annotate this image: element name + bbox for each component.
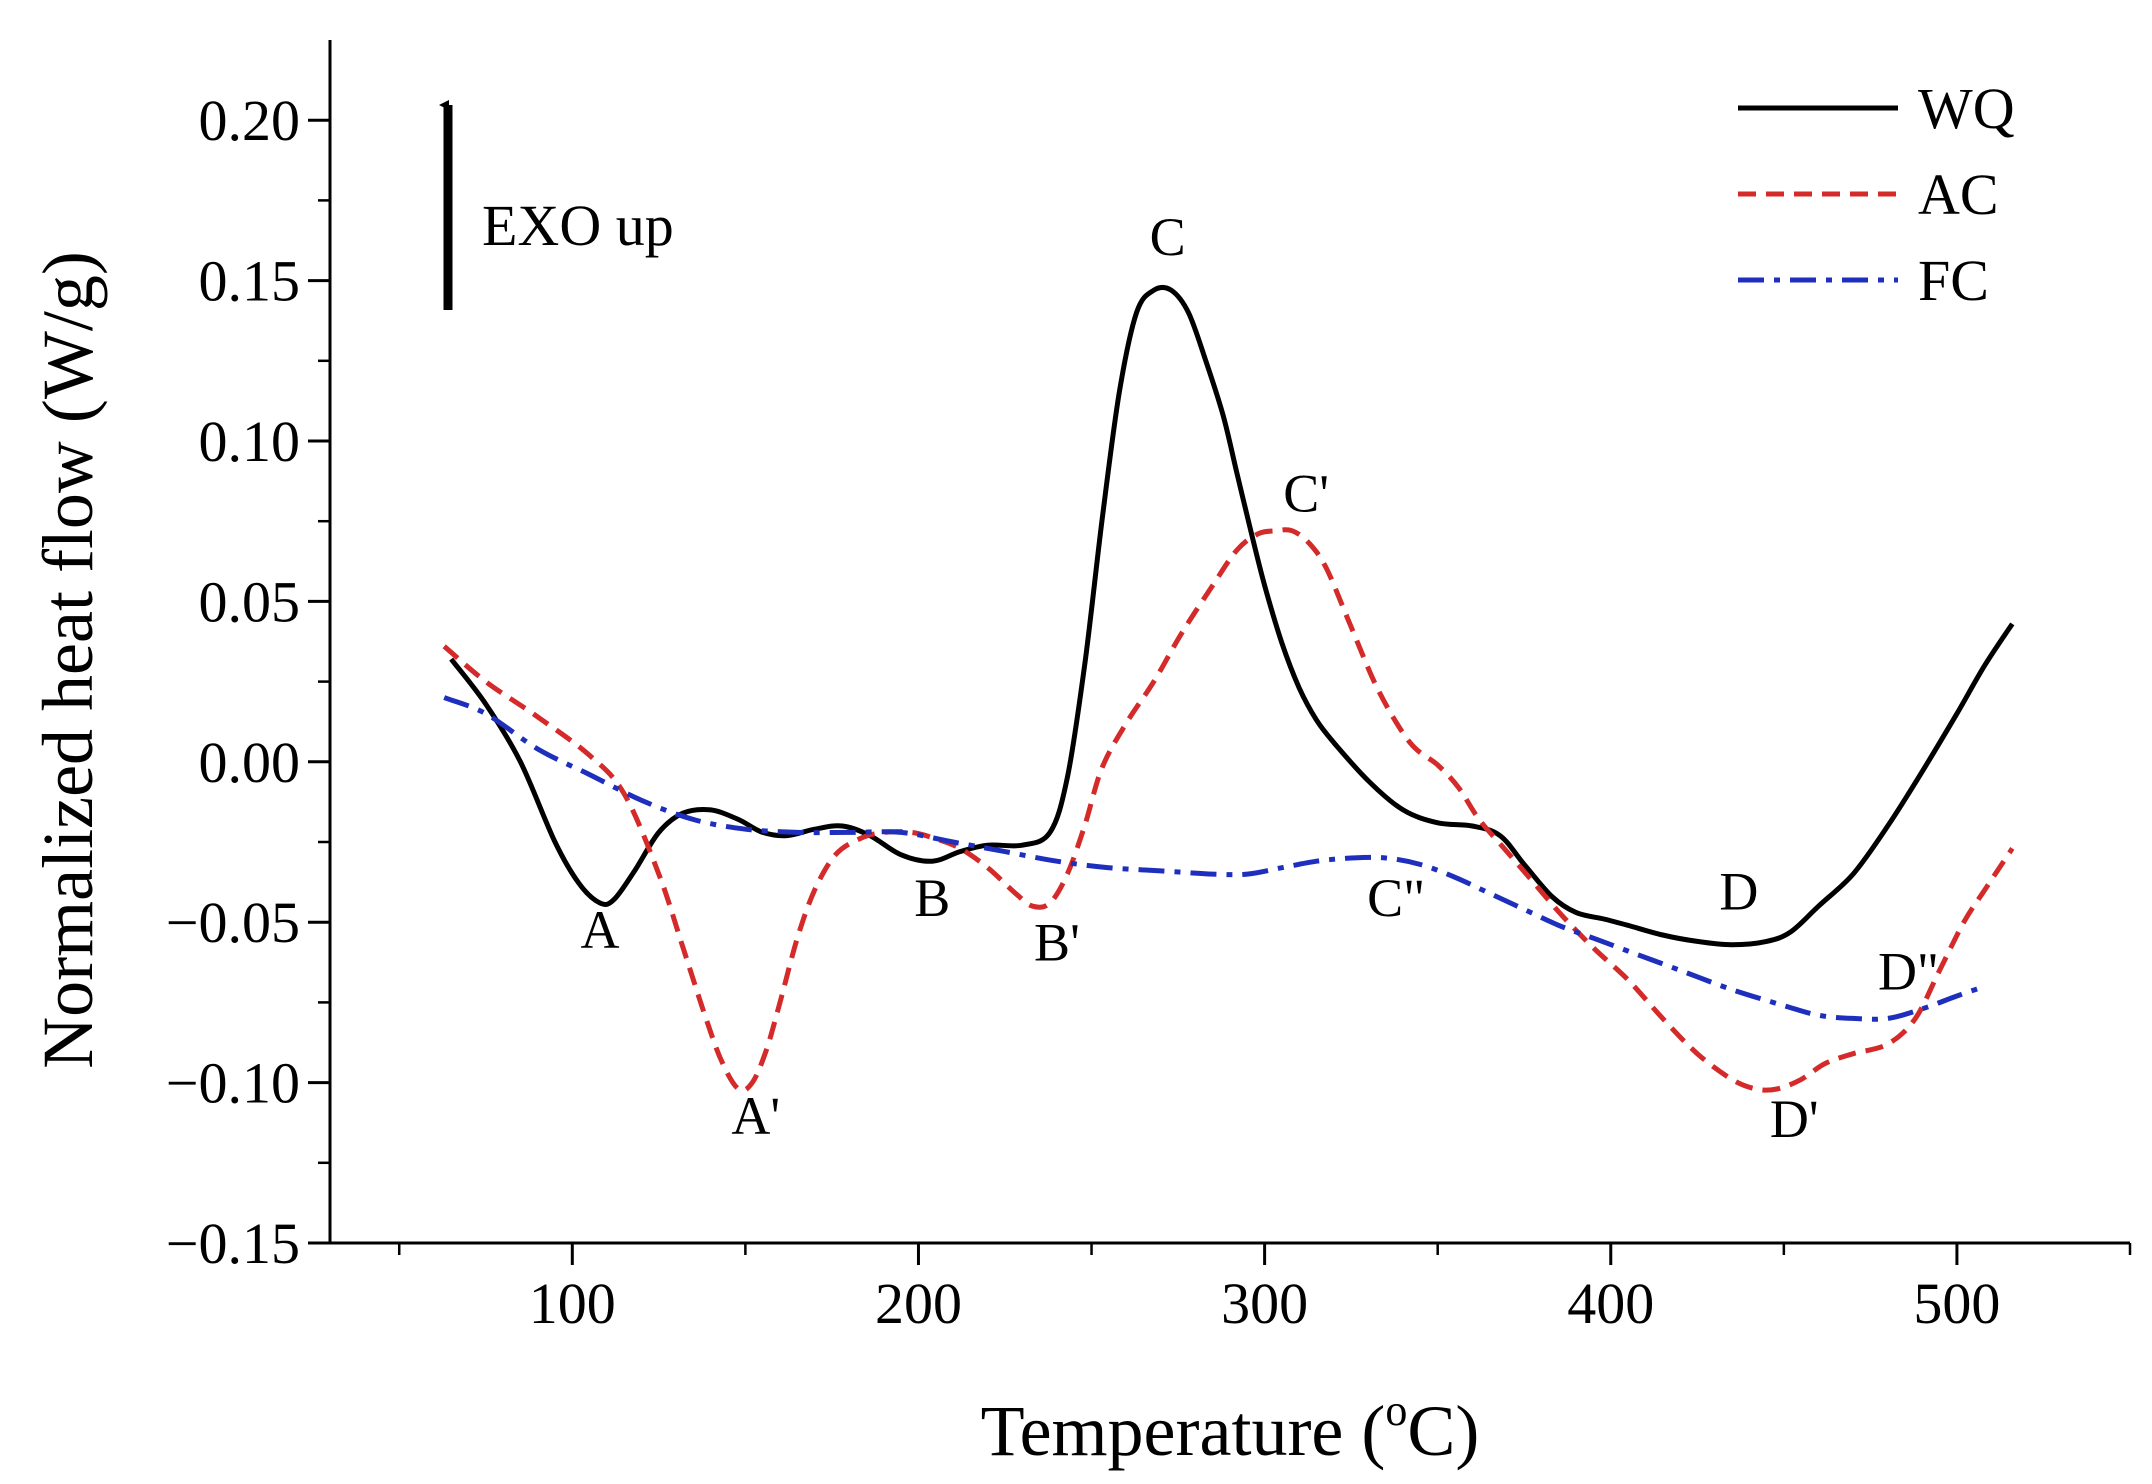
peak-label: C" — [1367, 868, 1425, 928]
peak-label: C — [1150, 207, 1186, 267]
y-tick-label: −0.05 — [166, 890, 300, 955]
y-tick-label: −0.10 — [166, 1051, 300, 1116]
series-layer — [442, 284, 2015, 1093]
y-tick-label: −0.15 — [166, 1211, 300, 1276]
x-axis-title-superscript: o — [1385, 1386, 1407, 1435]
x-tick-label: 300 — [1221, 1271, 1308, 1336]
legend: WQ AC FC — [1738, 76, 2015, 313]
legend-label-ac: AC — [1918, 162, 1999, 227]
x-tick-label: 100 — [529, 1271, 616, 1336]
exo-up-label: EXO up — [482, 193, 674, 258]
series-line-fc — [443, 695, 1986, 1022]
peak-label: A — [581, 900, 620, 960]
y-tick-label: 0.05 — [199, 569, 301, 634]
x-tick-label: 200 — [875, 1271, 962, 1336]
x-tick-label: 400 — [1567, 1271, 1654, 1336]
series-line-ac — [442, 527, 2015, 1093]
series-line-wq — [449, 284, 2015, 948]
peak-label: B — [914, 868, 950, 928]
peak-annotations: A A' B B' C C' C" D D' D" — [581, 207, 1939, 1149]
peak-label: D" — [1878, 942, 1939, 1002]
peak-label: A' — [731, 1086, 780, 1146]
y-tick-label: 0.10 — [199, 409, 301, 474]
peak-label: B' — [1034, 913, 1080, 973]
y-axis-title: Normalized heat flow (W/g) — [28, 251, 108, 1069]
peak-label: D — [1719, 861, 1758, 921]
y-axis-ticks: −0.15 −0.10 −0.05 0.00 0.05 0.10 0.15 0.20 — [166, 88, 330, 1276]
legend-label-wq: WQ — [1918, 76, 2015, 141]
legend-label-fc: FC — [1918, 248, 1989, 313]
x-axis-title: Temperature (oC) — [981, 1386, 1480, 1471]
peak-label: C' — [1283, 464, 1329, 524]
x-tick-label: 500 — [1913, 1271, 2000, 1336]
y-tick-label: 0.15 — [199, 249, 301, 314]
y-tick-label: 0.00 — [199, 730, 301, 795]
x-axis-ticks: 100 200 300 400 500 — [397, 1243, 2132, 1336]
peak-label: D' — [1770, 1089, 1819, 1149]
y-tick-label: 0.20 — [199, 88, 301, 153]
